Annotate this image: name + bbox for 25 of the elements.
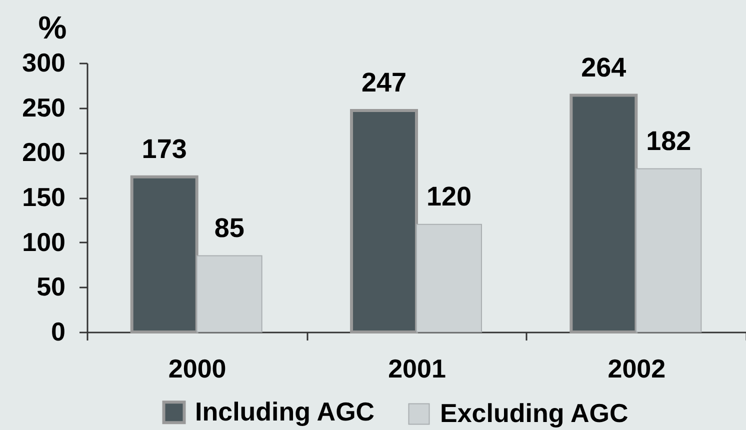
bar [636,168,702,332]
x-tick-label: 2002 [608,354,666,384]
y-tick-label: 100 [22,226,66,257]
legend-label: Including AGC [195,396,375,426]
data-label: 264 [581,52,626,82]
data-label: 85 [214,212,244,243]
data-label: 247 [361,68,407,98]
data-label: 173 [142,134,187,164]
y-tick-label: 300 [22,48,66,78]
bar [416,224,482,332]
y-tick-label: 0 [51,316,66,346]
data-label: 182 [646,126,692,156]
y-tick-label: 250 [22,92,66,122]
x-tick-label: 2000 [168,354,226,384]
y-tick-label: 50 [36,272,66,302]
bar [570,94,638,334]
y-axis-title: % [38,10,67,46]
legend-label: Excluding AGC [440,398,628,428]
bar [130,175,198,334]
y-tick-label: 150 [22,182,66,212]
y-tick-label: 200 [22,137,66,168]
data-label: 120 [426,181,472,212]
bar [350,109,418,334]
bar [196,255,262,332]
x-tick-label: 2001 [388,354,446,384]
